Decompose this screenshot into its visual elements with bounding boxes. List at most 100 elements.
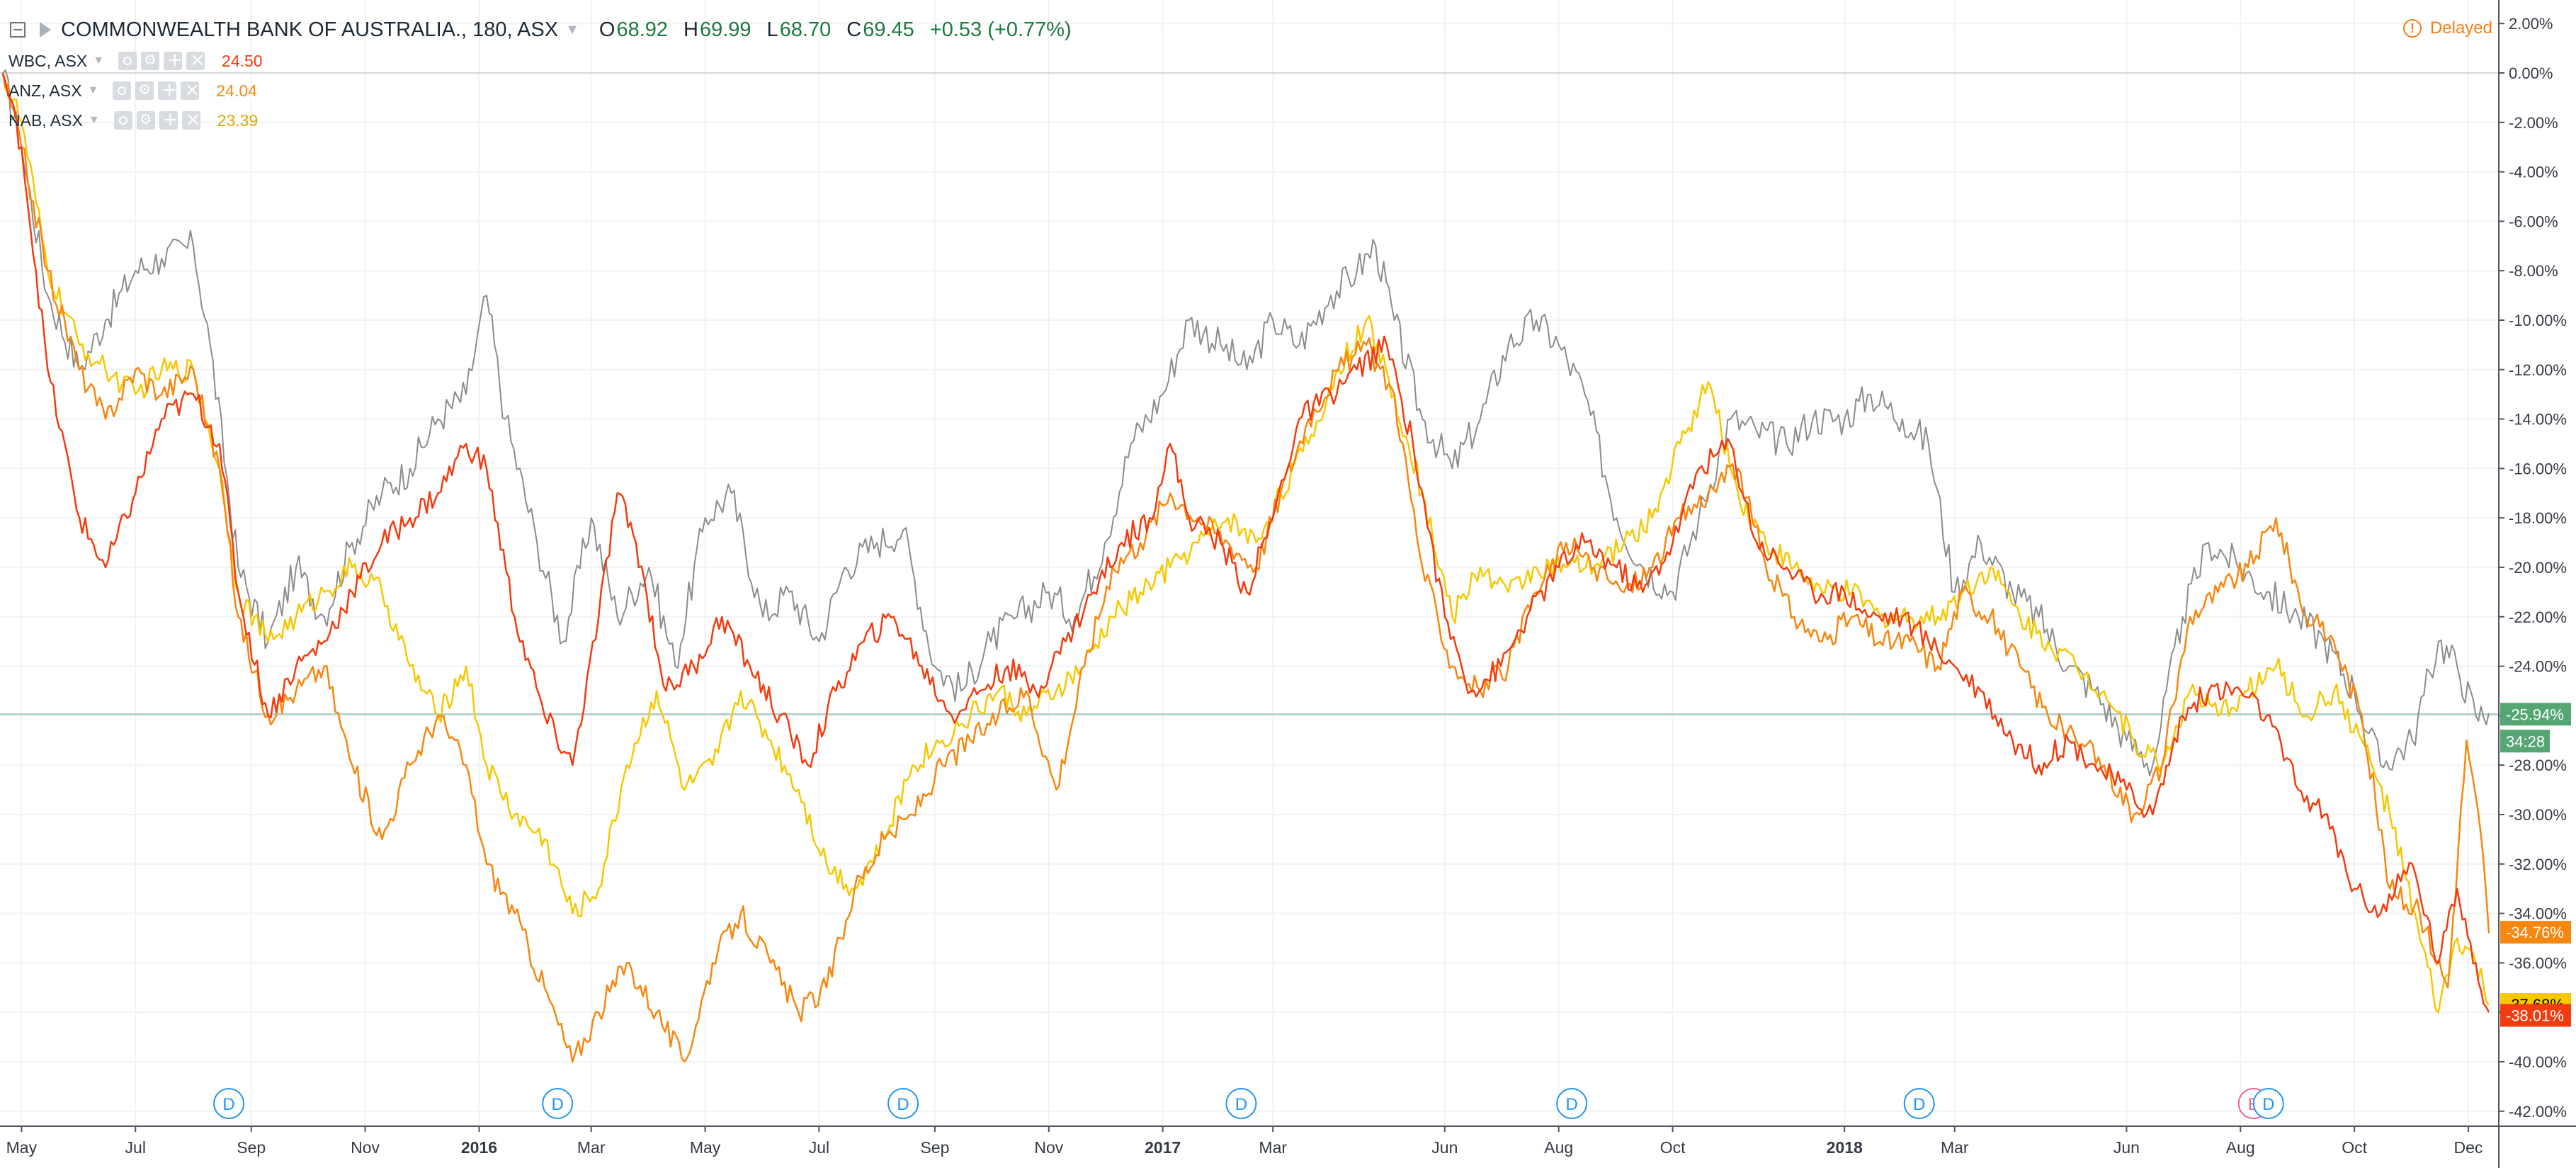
series-line-wbc[interactable] [1,72,2490,1013]
dividend-marker[interactable]: D [1225,1088,1257,1119]
open-value: 68.92 [616,18,669,41]
dividend-marker[interactable]: D [887,1088,919,1119]
delayed-indicator[interactable]: ! Delayed [2402,16,2492,41]
close-icon[interactable] [181,109,200,130]
price-badge: -34.76% [2500,921,2571,944]
y-tick-label: -2.00% [2509,114,2558,132]
x-tick-label: Jun [2113,1138,2140,1157]
marker-label: D [897,1095,909,1114]
x-tick-label: 2016 [461,1138,497,1157]
legend-value: 24.04 [216,81,257,100]
legend-row-wbc[interactable]: WBC, ASX ▼ 24.50 [8,48,263,74]
low-value: 68.70 [779,18,832,41]
change-value: +0.53 (+0.77%) [929,18,1072,41]
series-line-nab[interactable] [1,72,2490,1014]
chevron-down-icon[interactable]: ▼ [87,84,99,96]
chevron-down-icon[interactable]: ▼ [565,21,579,38]
y-tick-label: -18.00% [2509,509,2567,527]
y-tick-label: -6.00% [2509,212,2558,230]
x-tick-label: Aug [2226,1138,2255,1157]
marker-circle [1556,1088,1588,1119]
price-badge-bg [2500,1004,2571,1027]
dividend-marker[interactable]: D [213,1088,245,1119]
gear-icon[interactable] [136,110,155,130]
legend-symbol[interactable]: ANZ, ASX [8,81,82,100]
flag-icon[interactable] [40,22,51,38]
y-tick-label: -16.00% [2509,460,2567,477]
marker-circle [542,1088,574,1119]
plus-icon[interactable] [164,50,183,71]
marker-circle [1903,1088,1935,1119]
plot-background [0,0,2499,1126]
y-tick-label: -8.00% [2509,262,2558,280]
marker-label: D [222,1095,234,1114]
gear-icon[interactable] [135,81,154,100]
y-tick-label: -10.00% [2509,312,2567,329]
x-tick-label: 2018 [1827,1138,1863,1157]
marker-circle [1225,1088,1257,1119]
x-tick-label: Oct [1660,1138,1686,1157]
symbol-header: COMMONWEALTH BANK OF AUSTRALIA., 180, AS… [10,16,1072,44]
dividend-marker[interactable]: D [2252,1088,2284,1119]
gear-icon[interactable] [141,51,160,70]
plus-icon[interactable] [158,79,177,101]
y-tick-label: -36.00% [2509,954,2567,972]
x-tick-label: Sep [237,1138,266,1157]
x-tick-label: 2017 [1145,1138,1181,1157]
marker-label: D [1913,1095,1925,1114]
close-icon[interactable] [181,79,200,101]
symbol-title[interactable]: COMMONWEALTH BANK OF AUSTRALIA., 180, AS… [61,18,559,41]
series-layer [1,69,2490,1063]
eye-icon[interactable] [113,81,132,100]
price-badge-bg [2500,921,2571,944]
y-tick-label: -12.00% [2509,361,2567,379]
price-badge-label: -25.94% [2506,705,2564,723]
x-tick-label: Oct [2342,1138,2367,1157]
events-layer: DDDDDDED [213,1088,2284,1119]
chevron-down-icon[interactable]: ▼ [93,55,105,67]
chevron-down-icon[interactable]: ▼ [88,114,100,126]
info-icon: ! [2402,19,2422,38]
legend-symbol[interactable]: WBC, ASX [8,51,88,70]
y-tick-label: -40.00% [2509,1053,2567,1071]
legend-row-anz[interactable]: ANZ, ASX ▼ 24.04 [8,78,257,103]
price-badge-bg [2500,703,2571,726]
marker-circle [2252,1088,2284,1119]
price-badge-label: 34:28 [2506,732,2545,750]
dividend-marker[interactable]: D [1903,1088,1935,1119]
legend-value: 23.39 [217,110,259,130]
y-tick-label: -20.00% [2509,559,2567,577]
delayed-label: Delayed [2429,18,2492,38]
plus-icon[interactable] [159,109,178,130]
marker-label: D [552,1095,564,1114]
marker-circle [213,1088,245,1119]
x-tick-label: Aug [1544,1138,1573,1157]
y-tick-label: -14.00% [2509,411,2567,429]
x-tick-label: Mar [577,1138,606,1157]
price-axis[interactable]: 2.00% 0.00% -2.00% -4.00% -6.00% -8.00% -10.00… [2498,0,2571,1168]
collapse-icon[interactable] [10,22,25,38]
y-tick-label: -24.00% [2509,658,2567,676]
legend-row-nab[interactable]: NAB, ASX ▼ 23.39 [8,108,258,133]
y-tick-label: -22.00% [2509,608,2567,626]
high-label: H [683,18,698,41]
close-icon[interactable] [186,50,205,71]
legend-value: 24.50 [222,51,263,70]
legend-symbol[interactable]: NAB, ASX [8,110,83,130]
time-axis[interactable]: May Jul Sep Nov 2016 Mar May Jul Sep Nov 2017 Mar Ju… [0,1126,2576,1157]
eye-icon[interactable] [113,111,132,130]
eye-icon[interactable] [118,52,137,70]
price-badge: -38.01% [2500,1004,2571,1027]
marker-label: D [2262,1095,2274,1114]
series-line-cba[interactable] [2,69,2490,776]
y-tick-label: 2.00% [2509,15,2553,33]
close-value: 69.45 [863,18,914,41]
dividend-marker[interactable]: D [542,1088,574,1119]
series-line-anz[interactable] [1,72,2490,1063]
marker-circle [887,1088,919,1119]
price-badge: 34:28 [2500,730,2550,753]
dividend-marker[interactable]: D [1556,1088,1588,1119]
y-tick-label: -32.00% [2509,856,2567,873]
y-tick-label: -30.00% [2509,806,2567,824]
